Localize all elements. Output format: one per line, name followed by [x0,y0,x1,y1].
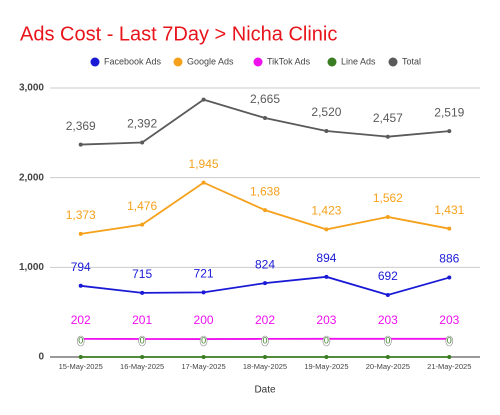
y-tick-label: 1,000 [19,262,44,273]
x-tick-label: 20-May-2025 [366,362,410,371]
label-badge [138,335,146,347]
x-tick-label: 17-May-2025 [181,362,225,371]
legend-swatch [253,57,263,67]
legend-label: TikTok Ads [267,56,311,66]
x-tick-label: 19-May-2025 [304,362,348,371]
legend-label: Line Ads [341,56,376,66]
data-point [324,227,329,232]
label-badge [261,335,269,347]
chart-title: Ads Cost - Last 7Day > Nicha Clinic [20,23,337,45]
data-label: 2,457 [373,111,403,125]
data-label: 0 [262,335,267,345]
legend-label: Facebook Ads [104,56,162,66]
data-label: 0 [140,335,145,345]
data-point [263,355,267,359]
data-label: 203 [316,313,336,327]
data-label: 202 [255,313,275,327]
data-point [324,274,329,279]
data-label: 1,431 [434,203,464,217]
data-label: 2,665 [250,92,280,106]
data-point [447,275,452,280]
data-point [385,134,390,139]
data-label: 0 [78,335,83,345]
data-label: 0 [385,335,390,345]
data-point [78,231,83,236]
data-label: 894 [316,251,336,265]
data-label: 1,638 [250,184,280,198]
legend-swatch [173,57,183,67]
data-label: 203 [378,313,398,327]
data-label: 2,520 [311,105,341,119]
data-label: 721 [194,267,214,281]
label-badge [384,335,392,347]
data-point [201,180,206,185]
legend-swatch [388,57,398,67]
data-point [324,129,329,134]
data-point [140,290,145,295]
data-label: 2,392 [127,117,157,131]
x-tick-label: 18-May-2025 [243,362,287,371]
y-tick-label: 0 [38,352,44,363]
x-tick-label: 15-May-2025 [59,362,103,371]
y-tick-label: 3,000 [19,83,44,94]
x-tick-label: 21-May-2025 [427,362,471,371]
legend-swatch [90,57,100,67]
data-label: 1,423 [311,204,341,218]
data-point [201,97,206,102]
data-label: 1,562 [373,191,403,205]
label-badge [76,335,85,347]
data-point [140,355,145,359]
data-point [324,355,329,359]
data-point [385,214,390,219]
data-point [385,292,390,297]
data-point [78,355,83,359]
data-label: 202 [71,313,91,327]
data-label: 201 [132,313,152,327]
data-point [263,208,267,213]
legend-label: Total [402,56,421,66]
data-point [201,290,206,295]
data-label: 692 [378,269,398,283]
data-label: 886 [439,252,459,266]
data-label: 1,476 [127,199,157,213]
label-badge [322,335,331,347]
data-label: 0 [324,335,329,345]
x-axis-title: Date [254,385,276,396]
data-point [263,116,267,121]
data-point [78,283,83,288]
data-point [447,355,452,359]
data-label: 715 [132,267,152,281]
data-point [140,222,145,227]
label-badge [445,335,454,347]
y-tick-label: 2,000 [19,172,44,183]
data-point [447,226,452,231]
data-label: 200 [194,313,214,327]
data-point [263,281,267,286]
data-label: 0 [201,335,206,345]
data-point [201,355,206,359]
data-point [140,140,145,145]
data-label: 1,945 [189,157,219,171]
legend-label: Google Ads [187,56,234,66]
data-point [447,129,452,134]
data-label: 2,519 [434,105,464,119]
data-label: 0 [447,335,452,345]
data-label: 1,373 [66,208,96,222]
label-badge [199,335,208,347]
data-label: 2,369 [66,119,96,133]
data-point [385,355,390,359]
data-point [78,142,83,147]
legend-swatch [327,57,337,67]
data-label: 824 [255,257,275,271]
data-label: 203 [439,313,459,327]
data-label: 794 [71,260,91,274]
x-tick-label: 16-May-2025 [120,362,164,371]
